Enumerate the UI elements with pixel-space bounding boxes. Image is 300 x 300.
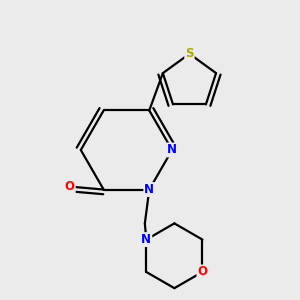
Text: O: O xyxy=(197,266,207,278)
Text: N: N xyxy=(144,183,154,196)
Text: O: O xyxy=(65,180,75,193)
Text: N: N xyxy=(141,233,151,246)
Text: S: S xyxy=(185,47,194,60)
Text: N: N xyxy=(167,143,177,157)
